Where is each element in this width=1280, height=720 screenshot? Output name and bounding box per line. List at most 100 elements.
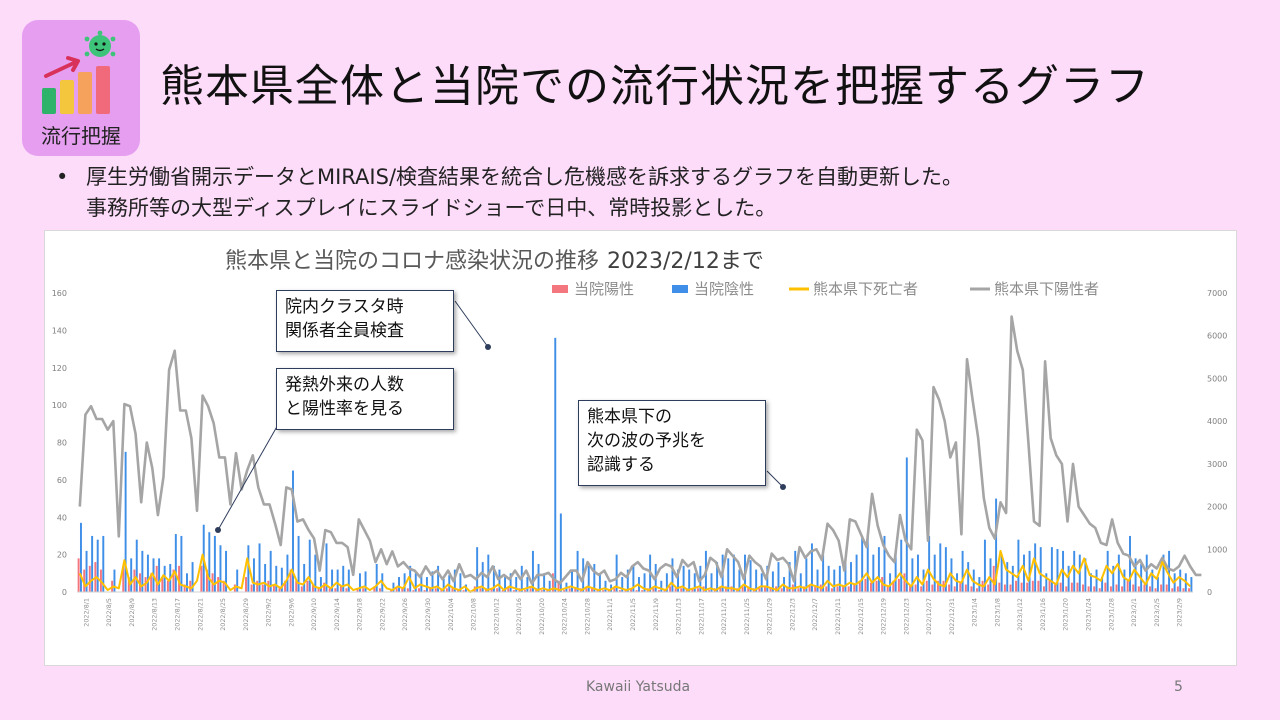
bar-negative (598, 573, 601, 592)
bar-positive (652, 588, 655, 592)
bar-positive (1020, 582, 1023, 592)
bar-negative (822, 554, 825, 592)
bar-negative (883, 535, 886, 592)
bar-positive (418, 588, 420, 592)
bar-positive (1160, 584, 1163, 592)
bar-positive (780, 588, 783, 592)
bar-negative (319, 577, 322, 592)
bar-positive (1070, 582, 1073, 592)
bar-negative (420, 573, 423, 592)
bar-positive (378, 588, 381, 592)
bar-positive (1048, 580, 1051, 592)
bar-negative (554, 337, 557, 592)
bar-negative (275, 565, 278, 592)
bar-negative (677, 569, 680, 592)
bar-negative (1089, 573, 1092, 592)
bar-negative (515, 577, 518, 592)
bar-positive (245, 577, 247, 592)
bar-positive (1009, 584, 1012, 592)
x-tick-label: 2022/9/2 (265, 598, 273, 627)
bar-negative (403, 573, 406, 592)
bar-negative (292, 470, 294, 592)
badge-label: 流行把握 (41, 124, 121, 148)
x-tick-label: 2023/1/20 (1062, 598, 1070, 631)
bar-negative (693, 573, 696, 592)
bar-negative (933, 554, 936, 592)
bar-positive (1037, 580, 1040, 592)
bar-negative (331, 569, 334, 592)
bar-positive (356, 588, 359, 592)
bar-negative (1190, 577, 1193, 592)
x-tick-label: 2022/11/9 (652, 598, 660, 631)
bar-positive (451, 588, 454, 592)
bar-positive (300, 586, 303, 592)
callout-next-wave: 熊本県下の 次の波の予兆を 認識する (578, 400, 766, 486)
bar-positive (1148, 586, 1151, 592)
chart-title-main: 熊本県と当院のコロナ感染状況の推移 (225, 249, 599, 274)
bar-negative (219, 545, 222, 592)
x-tick-label: 2022/9/10 (310, 598, 318, 631)
bar-positive (1093, 586, 1096, 592)
callout-leader (766, 470, 784, 488)
callout-leaders (215, 300, 786, 533)
x-tick-label: 2022/9/6 (287, 598, 295, 627)
bar-positive (864, 578, 867, 592)
y-left-tick: 60 (57, 476, 67, 485)
bar-negative (749, 560, 752, 592)
bar-positive (719, 586, 722, 592)
bar-negative (956, 573, 959, 592)
bar-positive (803, 586, 805, 592)
bar-positive (786, 586, 789, 592)
bar-negative (738, 569, 741, 592)
bar-positive (529, 588, 532, 592)
bar-negative (961, 550, 964, 592)
bar-positive (222, 580, 225, 592)
bar-positive (166, 580, 169, 592)
bar-positive (741, 586, 744, 592)
bar-positive (557, 580, 560, 592)
bar-positive (758, 588, 761, 592)
y-left-tick: 100 (52, 401, 67, 410)
bar-negative (643, 573, 646, 592)
bar-negative (414, 573, 417, 592)
bar-negative (1067, 565, 1070, 592)
bar-positive (205, 569, 208, 592)
bar-negative (995, 498, 998, 592)
bar-positive (674, 588, 677, 592)
bar-positive (657, 590, 660, 592)
bar-negative (632, 565, 635, 592)
bar-positive (183, 584, 186, 592)
y-right-tick: 5000 (1207, 374, 1227, 383)
x-tick-label: 2022/10/20 (538, 598, 546, 635)
legend-swatch (552, 285, 568, 293)
x-tick-label: 2022/10/4 (447, 598, 455, 631)
bar-positive (278, 586, 281, 592)
bar-positive (1042, 586, 1045, 592)
bar-negative (671, 558, 674, 592)
bar-positive (853, 584, 856, 592)
bar-negative (944, 547, 947, 592)
y-left-tick: 140 (52, 326, 67, 335)
bar-negative (375, 563, 378, 592)
bar-positive (869, 582, 872, 592)
bar-positive (178, 565, 181, 592)
bar-positive (1171, 588, 1174, 592)
x-tick-label: 2022/9/26 (401, 598, 409, 631)
bar-positive (680, 588, 683, 592)
bar-positive (434, 588, 437, 592)
bar-negative (1101, 577, 1104, 592)
x-tick-label: 2022/9/18 (356, 598, 364, 631)
x-tick-label: 2022/8/21 (196, 598, 204, 631)
bar-negative (855, 554, 858, 592)
chart-canvas: 熊本県と当院のコロナ感染状況の推移 2023/2/12まで 0 20 40 60 80 10… (52, 249, 1228, 635)
bar-negative (861, 535, 864, 592)
bar-positive (920, 586, 923, 592)
bar-positive (362, 588, 365, 592)
x-tick-label: 2023/2/9 (1176, 598, 1184, 627)
bar-negative (593, 563, 596, 592)
x-tick-label: 2022/12/23 (902, 598, 910, 635)
y-right-tick: 7000 (1207, 289, 1227, 298)
bar-negative (983, 539, 986, 592)
bar-positive (496, 588, 499, 592)
bar-negative (425, 577, 428, 592)
